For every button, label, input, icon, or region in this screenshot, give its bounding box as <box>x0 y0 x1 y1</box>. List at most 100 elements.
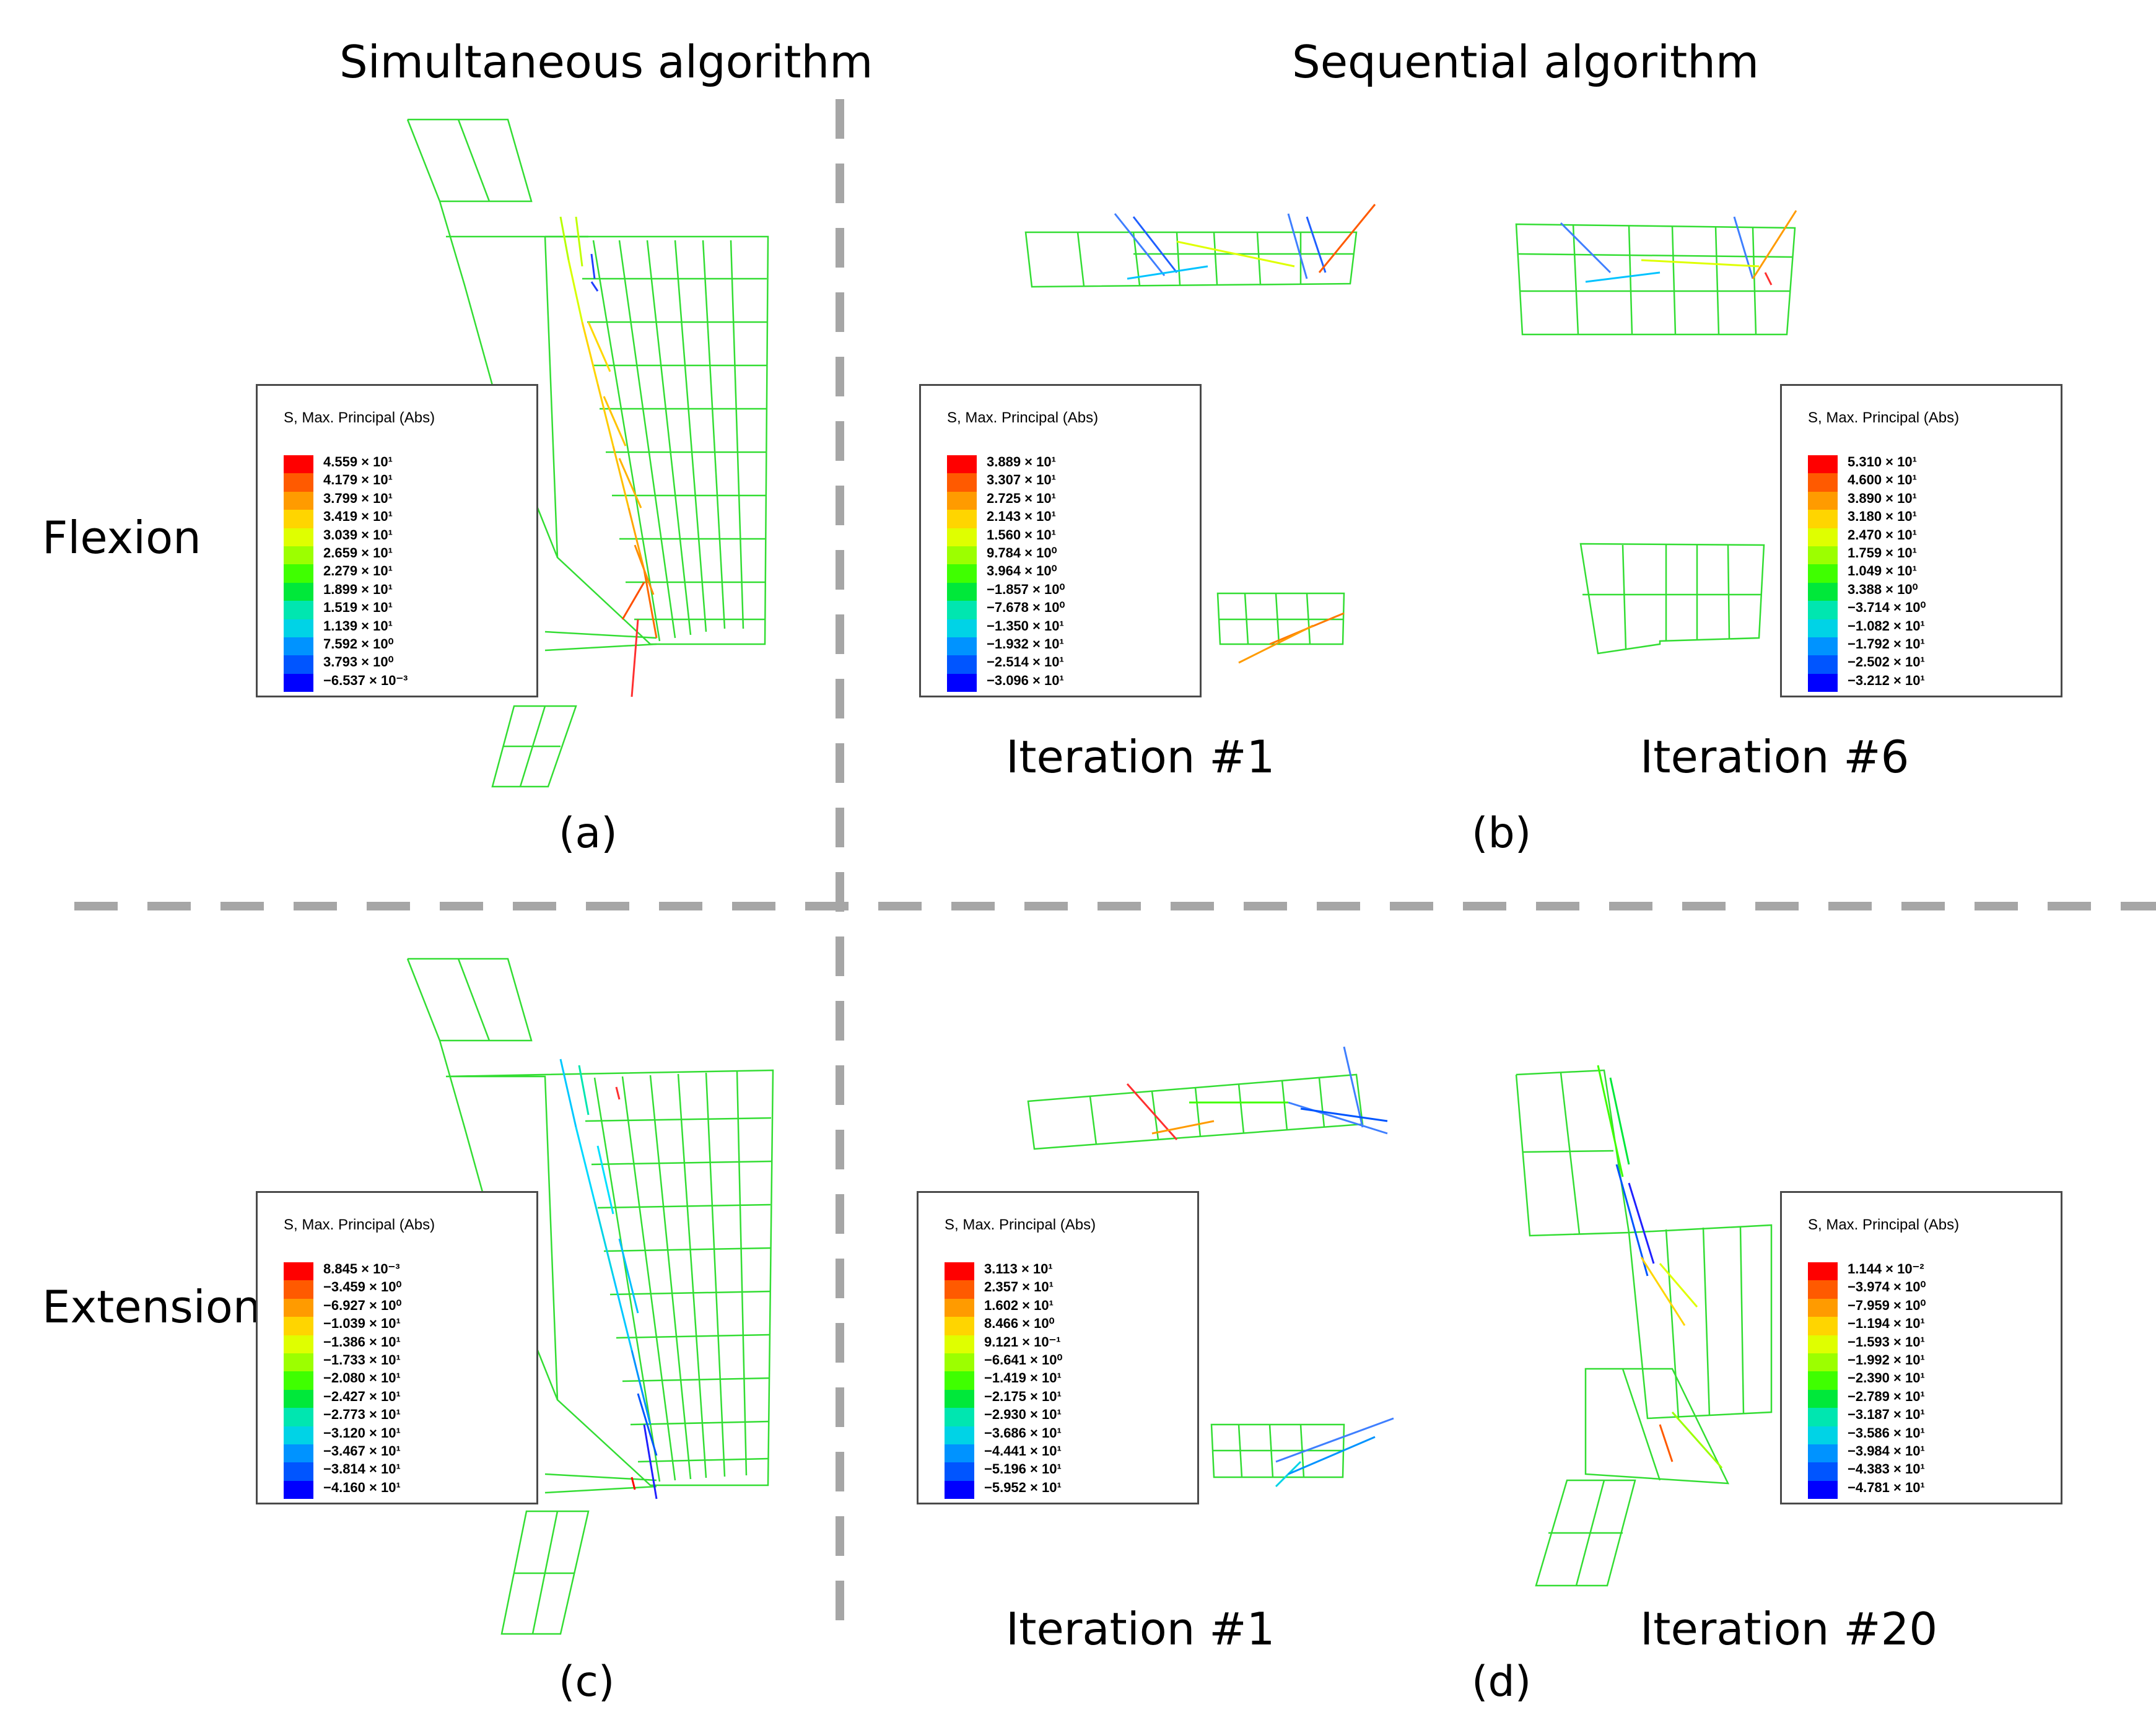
sequential-title: Sequential algorithm <box>1292 36 1759 88</box>
legend-value: −7.678 × 10⁰ <box>987 600 1065 616</box>
divider-dash <box>836 357 844 396</box>
divider-dash <box>1098 902 1141 910</box>
divider-dash <box>836 1259 844 1298</box>
legend-swatch <box>1808 601 1838 619</box>
divider-dash <box>836 1194 844 1234</box>
legend-swatch <box>284 546 313 565</box>
legend-value: 4.559 × 10¹ <box>323 454 393 469</box>
mesh-flexion-seq-iter6 <box>1515 223 1796 655</box>
legend-value: 4.600 × 10¹ <box>1848 472 1917 488</box>
legend-value: −2.427 × 10¹ <box>323 1388 401 1404</box>
legend-value: 1.899 × 10¹ <box>323 581 393 597</box>
legend-value: 3.419 × 10¹ <box>323 509 393 525</box>
legend-value: 9.121 × 10⁻¹ <box>984 1334 1061 1350</box>
divider-dash <box>805 902 849 910</box>
legend-value: −3.459 × 10⁰ <box>323 1279 402 1295</box>
legend-value: −1.992 × 10¹ <box>1848 1351 1925 1368</box>
divider-dash <box>836 228 844 268</box>
legend-swatch <box>284 1480 313 1500</box>
iteration-label-b-right: Iteration #6 <box>1640 731 1909 783</box>
divider-dash <box>836 1130 844 1169</box>
legend-swatch <box>947 673 977 692</box>
divider-dash <box>294 902 337 910</box>
legend-value: 3.964 × 10⁰ <box>987 563 1057 579</box>
legend-value: 1.139 × 10¹ <box>323 618 393 634</box>
divider-dash <box>1463 902 1506 910</box>
divider-dash <box>1755 902 1799 910</box>
legend-value: 3.039 × 10¹ <box>323 526 393 543</box>
legend-value: −1.733 × 10¹ <box>323 1351 401 1368</box>
legend-value: −2.175 × 10¹ <box>984 1388 1062 1404</box>
legend-value: −1.419 × 10¹ <box>984 1370 1062 1386</box>
legend-value: −6.927 × 10⁰ <box>323 1297 402 1313</box>
divider-dash <box>147 902 191 910</box>
legend-swatch <box>284 601 313 619</box>
divider-dash <box>513 902 556 910</box>
divider-dash <box>836 1452 844 1491</box>
divider-dash <box>1975 902 2018 910</box>
vectors-b1 <box>1114 204 1376 664</box>
legend-value: −5.196 × 10¹ <box>984 1461 1062 1477</box>
legend-swatch <box>945 1480 974 1500</box>
divider-dash <box>836 614 844 654</box>
legend-value: 3.890 × 10¹ <box>1848 490 1917 506</box>
legend-swatch <box>1808 564 1838 583</box>
legend-swatch <box>1808 1408 1838 1426</box>
iteration-label-d-right: Iteration #20 <box>1640 1603 1938 1655</box>
legend-value: 1.759 × 10¹ <box>1848 544 1917 561</box>
legend-swatch <box>947 582 977 601</box>
legend-swatch <box>945 1262 974 1281</box>
mesh-flexion-simultaneous <box>406 118 769 788</box>
legend-panel-b-iter6: S, Max. Principal (Abs) 5.310 × 10¹ 4.600… <box>1780 384 2062 697</box>
legend-swatch <box>1808 582 1838 601</box>
legend-value: 1.560 × 10¹ <box>987 526 1056 543</box>
legend-swatch <box>284 473 313 492</box>
legend-swatch <box>284 510 313 528</box>
divider-dash <box>1609 902 1652 910</box>
legend-swatch <box>945 1408 974 1426</box>
divider-dash <box>659 902 702 910</box>
legend-value: −4.383 × 10¹ <box>1848 1461 1925 1477</box>
legend-value: −2.390 × 10¹ <box>1848 1370 1925 1386</box>
legend-value: −1.792 × 10¹ <box>1848 635 1925 652</box>
legend-swatch <box>284 1262 313 1281</box>
legend-value: −3.974 × 10⁰ <box>1848 1279 1926 1295</box>
legend-panel-c: S, Max. Principal (Abs) 8.845 × 10⁻³ −3.4… <box>256 1191 538 1504</box>
legend-swatch <box>947 619 977 637</box>
legend-value: 3.113 × 10¹ <box>984 1261 1053 1277</box>
flexion-label: Flexion <box>42 512 201 564</box>
legend-swatch <box>284 528 313 546</box>
panel-label-a: (a) <box>559 809 618 858</box>
legend-swatch <box>947 491 977 510</box>
panel-label-d: (d) <box>1472 1657 1532 1706</box>
legend-swatch <box>1808 1353 1838 1372</box>
legend-value: −3.467 × 10¹ <box>323 1443 401 1459</box>
legend-swatch <box>284 1280 313 1299</box>
legend-panel-d-iter1: S, Max. Principal (Abs) 3.113 × 10¹ 2.357… <box>917 1191 1199 1504</box>
divider-dash <box>836 679 844 718</box>
legend-value: 1.519 × 10¹ <box>323 600 393 616</box>
divider-dash <box>836 486 844 525</box>
legend-value: −1.857 × 10⁰ <box>987 581 1065 597</box>
legend-swatch <box>284 1317 313 1335</box>
divider-dash <box>1901 902 1945 910</box>
legend-value: −1.593 × 10¹ <box>1848 1334 1925 1350</box>
legend-swatch <box>1808 455 1838 474</box>
iteration-label-d-left: Iteration #1 <box>1006 1603 1275 1655</box>
legend-value: −2.080 × 10¹ <box>323 1370 401 1386</box>
legend-swatch <box>1808 1262 1838 1281</box>
legend-value: −6.537 × 10⁻³ <box>323 672 408 688</box>
legend-swatch <box>1808 1426 1838 1444</box>
vectors-d1 <box>1126 1046 1394 1488</box>
divider-dash <box>836 164 844 203</box>
divider-dash <box>836 421 844 461</box>
divider-dash <box>836 808 844 847</box>
legend-value: 3.307 × 10¹ <box>987 472 1056 488</box>
legend-swatch <box>1808 1371 1838 1390</box>
legend-value: 1.049 × 10¹ <box>1848 563 1917 579</box>
legend-value: −4.781 × 10¹ <box>1848 1479 1925 1495</box>
legend-value: 2.279 × 10¹ <box>323 563 393 579</box>
divider-dash <box>440 902 483 910</box>
legend-swatch <box>284 673 313 692</box>
legend-value: 2.725 × 10¹ <box>987 490 1056 506</box>
